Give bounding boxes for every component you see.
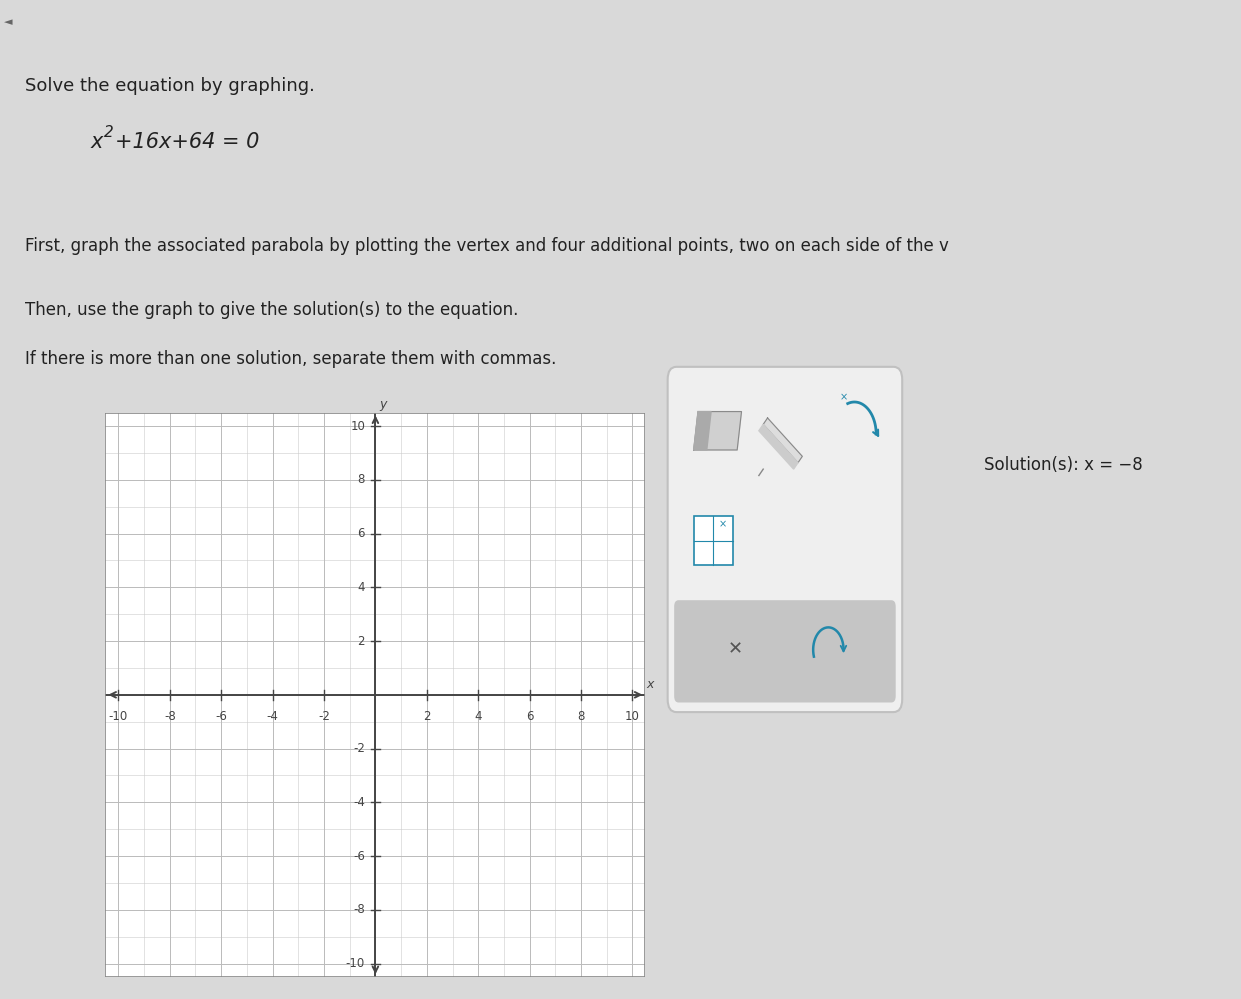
Text: +16x+64 = 0: +16x+64 = 0	[115, 132, 259, 152]
Text: -8: -8	[354, 903, 365, 916]
Text: 6: 6	[357, 527, 365, 540]
Text: 2: 2	[357, 634, 365, 647]
Text: 6: 6	[526, 709, 534, 722]
Bar	[694, 516, 732, 565]
Text: 10: 10	[625, 709, 640, 722]
Text: -8: -8	[164, 709, 176, 722]
Text: ✕: ✕	[727, 640, 742, 658]
FancyBboxPatch shape	[668, 367, 902, 712]
FancyBboxPatch shape	[674, 600, 896, 702]
Text: 10: 10	[350, 420, 365, 433]
Text: -6: -6	[215, 709, 227, 722]
Text: -10: -10	[346, 957, 365, 970]
Text: -4: -4	[354, 796, 365, 809]
Bar	[676, 603, 894, 699]
Text: x: x	[647, 677, 654, 690]
Text: 8: 8	[577, 709, 585, 722]
Text: If there is more than one solution, separate them with commas.: If there is more than one solution, sepa…	[25, 351, 556, 369]
Text: 8: 8	[357, 474, 365, 487]
Text: -2: -2	[318, 709, 330, 722]
Text: Solution(s): x = −8: Solution(s): x = −8	[984, 456, 1143, 474]
Text: Solve the equation by graphing.: Solve the equation by graphing.	[25, 77, 315, 95]
Text: 4: 4	[474, 709, 482, 722]
Text: y: y	[380, 399, 387, 412]
Text: 2: 2	[103, 125, 113, 140]
Text: -10: -10	[109, 709, 128, 722]
Polygon shape	[763, 418, 802, 463]
Text: -4: -4	[267, 709, 278, 722]
Text: ◄: ◄	[4, 17, 12, 28]
Polygon shape	[694, 412, 742, 450]
Text: ×: ×	[719, 519, 727, 529]
Text: First, graph the associated parabola by plotting the vertex and four additional : First, graph the associated parabola by …	[25, 237, 948, 255]
Text: 4: 4	[357, 580, 365, 593]
Text: 2: 2	[423, 709, 431, 722]
Polygon shape	[758, 425, 798, 470]
Text: ×: ×	[839, 393, 848, 403]
Polygon shape	[694, 412, 711, 450]
Text: -2: -2	[354, 742, 365, 755]
Text: Then, use the graph to give the solution(s) to the equation.: Then, use the graph to give the solution…	[25, 301, 519, 319]
Text: -6: -6	[354, 849, 365, 862]
Text: x: x	[91, 132, 103, 152]
